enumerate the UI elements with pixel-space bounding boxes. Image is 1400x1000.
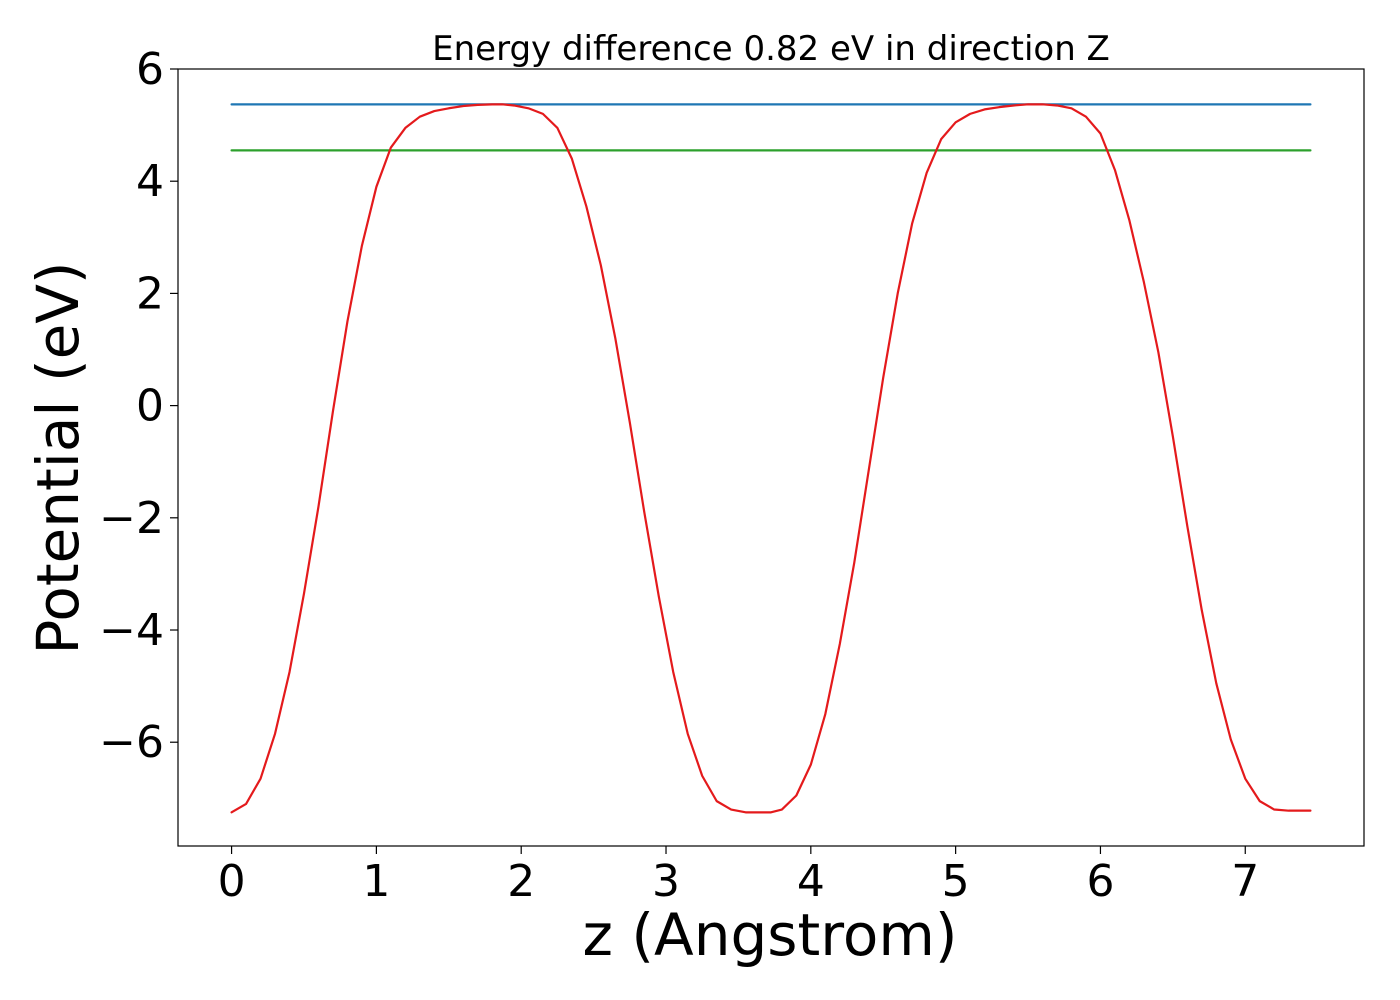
y-tick-label: 2 [136, 268, 164, 319]
series-line-2 [230, 103, 1312, 814]
x-tick-label: 1 [362, 856, 390, 907]
x-tick-label: 5 [942, 856, 970, 907]
x-tick-label: 4 [797, 856, 825, 907]
y-tick-label: 4 [136, 156, 164, 207]
x-tick-label: 6 [1086, 856, 1114, 907]
y-axis: −6 −4 −2 0 2 4 6 [99, 44, 178, 768]
chart-title: Energy difference 0.82 eV in direction Z [432, 29, 1110, 69]
y-axis-label: Potential (eV) [24, 261, 92, 654]
x-tick-label: 0 [218, 856, 246, 907]
x-tick-label: 2 [507, 856, 535, 907]
y-tick-label: 6 [136, 44, 164, 95]
x-tick-label: 7 [1231, 856, 1259, 907]
x-tick-label: 3 [652, 856, 680, 907]
x-axis: 0 1 2 3 4 5 6 7 [218, 846, 1259, 907]
y-tick-label: −2 [99, 493, 164, 544]
plot-area [230, 103, 1312, 814]
y-tick-label: 0 [136, 381, 164, 432]
x-axis-label: z (Angstrom) [583, 901, 958, 969]
plot-frame [177, 68, 1365, 847]
y-tick-label: −6 [99, 717, 164, 768]
y-tick-label: −4 [99, 605, 164, 656]
